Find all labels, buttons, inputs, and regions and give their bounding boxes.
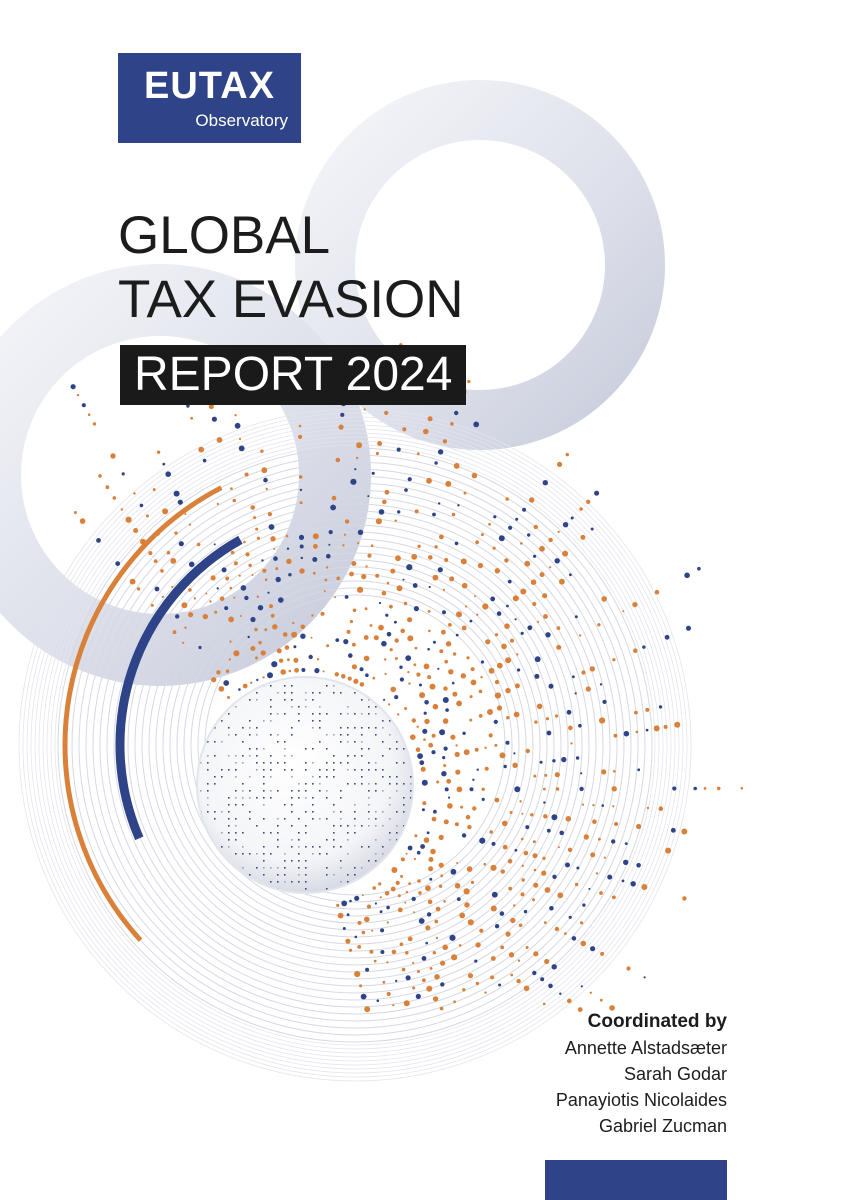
eutax-logo: EUTAX Observatory	[118, 53, 301, 143]
credits-heading: Coordinated by	[587, 1011, 727, 1032]
background-rings	[0, 80, 665, 686]
author-name: Gabriel Zucman	[598, 1116, 727, 1136]
globe	[196, 676, 414, 894]
title-line-2: TAX EVASION	[118, 270, 464, 329]
accent-arcs	[62, 485, 243, 942]
author-name: Annette Alstadsæter	[564, 1038, 727, 1058]
title-line-3-banner: REPORT 2024	[120, 345, 467, 405]
credits-block: Coordinated by Annette Alstadsæter Sarah…	[556, 1008, 727, 1139]
logo-wordmark: EUTAX	[144, 65, 275, 107]
logo-subtitle: Observatory	[195, 111, 288, 130]
bottom-accent-bar	[545, 1160, 727, 1200]
dot-burst	[70, 343, 744, 1013]
title-line-1: GLOBAL	[118, 206, 331, 265]
author-name: Sarah Godar	[623, 1064, 727, 1084]
author-name: Panayiotis Nicolaides	[555, 1090, 727, 1110]
